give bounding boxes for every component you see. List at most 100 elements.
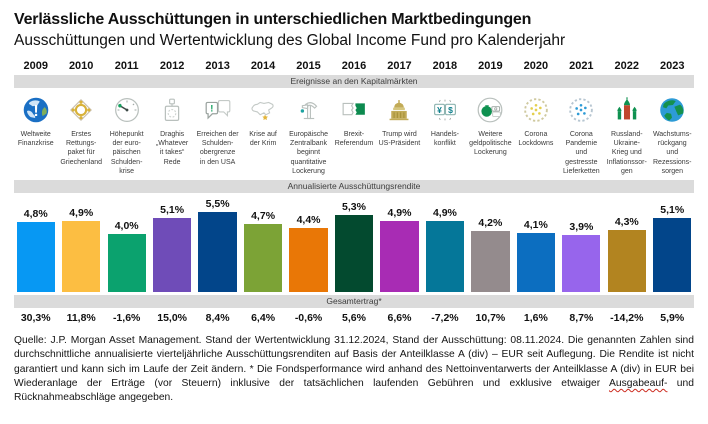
event-caption: Russland- Ukraine- Krieg und Inflationss… <box>606 131 647 175</box>
total-return-value: -14,2% <box>610 312 644 324</box>
page-subtitle: Ausschüttungen und Wertentwicklung des G… <box>14 32 566 49</box>
total-return-value: 6,6% <box>387 312 412 324</box>
years-row: 2009 2010 2011 2012 2013 2014 2015 2016 2017 2018… <box>14 60 694 72</box>
bar-column: 5,3% <box>332 194 375 292</box>
event-caption: Brexit- Referendum <box>334 131 374 148</box>
year-label: 2020 <box>523 60 549 72</box>
svg-text:!: ! <box>33 102 38 120</box>
recession-globe-icon <box>651 92 694 128</box>
bar-column: 4,2% <box>469 194 512 292</box>
event-caption: Europäische Zentralbank beginnt quantita… <box>289 131 328 175</box>
svg-text:¥: ¥ <box>437 105 442 115</box>
year-label: 2015 <box>296 60 321 72</box>
bar-column: 3,9% <box>560 194 603 292</box>
total-return-value: 8,7% <box>569 312 594 324</box>
yield-value-label: 5,5% <box>205 198 230 210</box>
yield-bar <box>243 224 283 292</box>
bar-column: 4,7% <box>241 194 284 292</box>
corona-virus-blue-icon <box>560 92 603 128</box>
yield-bar <box>516 233 555 292</box>
total-return-value: 8,4% <box>205 312 230 324</box>
crimea-map-icon <box>241 92 284 128</box>
greece-rescue-package-icon <box>59 92 102 128</box>
yield-bar <box>198 212 237 292</box>
year-label: 2022 <box>614 60 640 72</box>
year-label: 2017 <box>387 60 412 72</box>
bar-column: 4,8% <box>14 194 57 292</box>
event-caption: Erstes Rettungs- paket für Griechenland <box>60 131 102 166</box>
bar-column: 4,9% <box>59 194 102 292</box>
brexit-flag-icon <box>332 92 375 128</box>
event-caption: Trump wird US-Präsident <box>378 131 421 148</box>
events-band-header: Ereignisse an den Kapitalmärkten <box>14 75 694 88</box>
year-label: 2016 <box>341 60 367 72</box>
event-caption: Weltweite Finanzkrise <box>17 131 54 148</box>
bar-column: 5,5% <box>196 194 239 292</box>
yield-bar <box>16 222 55 292</box>
yield-value-label: 3,9% <box>569 221 594 233</box>
year-label: 2010 <box>68 60 94 72</box>
event-captions-row: Weltweite Finanzkrise Erstes Rettungs- pa… <box>14 130 694 177</box>
yield-value-label: 4,8% <box>23 208 48 220</box>
total-return-value: 5,6% <box>342 312 366 324</box>
global-financial-crisis-icon: ! <box>14 92 57 128</box>
event-caption: Weitere geldpolitische Lockerung <box>469 131 512 157</box>
yield-value-label: 5,3% <box>342 201 366 213</box>
yield-bar <box>107 234 146 292</box>
monetary-easing-money-bag-icon <box>469 92 512 128</box>
total-return-value: 6,4% <box>251 312 276 324</box>
bar-column: 4,0% <box>105 194 148 292</box>
year-label: 2023 <box>660 60 685 72</box>
event-caption: Erreichen der Schulden- obergrenze in de… <box>196 131 239 166</box>
bar-column: 4,3% <box>605 194 648 292</box>
total-return-value: 1,6% <box>523 312 548 324</box>
yield-bar <box>153 218 192 292</box>
event-caption: Draghis „Whatever it takes“ Rede <box>155 131 189 166</box>
event-caption: Handels- konflikt <box>430 131 459 148</box>
infographic: Verlässliche Ausschüttungen in unterschi… <box>14 11 694 403</box>
bar-column: 4,1% <box>514 194 557 292</box>
event-caption: Corona Lockdowns <box>518 131 554 148</box>
bar-column: 5,1% <box>150 194 193 292</box>
yield-value-label: 4,4% <box>296 214 321 226</box>
svg-text:!: ! <box>210 104 213 115</box>
year-label: 2018 <box>432 60 458 72</box>
footnote-text-before: Quelle: J.P. Morgan Asset Management. St… <box>14 335 694 389</box>
euro-debt-crisis-gauge-icon <box>105 92 148 128</box>
total-return-value: -1,6% <box>112 312 141 324</box>
year-label: 2014 <box>250 60 276 72</box>
us-capitol-icon <box>378 92 421 128</box>
yield-band-header: Annualisierte Ausschüttungsrendite <box>14 180 694 193</box>
event-icons-row: !! ¥ $ <box>14 92 694 128</box>
bar-column: 4,9% <box>378 194 421 292</box>
yield-bar <box>471 231 510 292</box>
total-return-value: 5,9% <box>660 312 685 324</box>
svg-text:$: $ <box>448 105 453 115</box>
yield-value-label: 4,7% <box>251 210 276 222</box>
yield-bar <box>380 221 419 292</box>
yield-value-label: 4,2% <box>478 217 503 229</box>
yield-bar <box>62 221 101 292</box>
bar-column: 5,1% <box>651 194 694 292</box>
event-caption: Höhepunkt der euro- päischen Schulden- k… <box>109 131 144 175</box>
yield-bar <box>289 228 328 292</box>
yield-value-label: 4,9% <box>432 207 457 219</box>
yield-value-label: 5,1% <box>160 204 185 216</box>
total-return-value: -0,6% <box>294 312 323 324</box>
yield-bar <box>607 230 646 292</box>
total-return-value: -7,2% <box>431 312 459 324</box>
total-return-band-header: Gesamtertrag* <box>14 295 694 308</box>
event-caption: Wachstums- rückgang und Rezessions- sorg… <box>652 131 692 175</box>
year-label: 2019 <box>478 60 503 72</box>
year-label: 2011 <box>114 60 139 72</box>
yield-bar <box>334 215 374 292</box>
total-return-value: 10,7% <box>475 312 506 324</box>
bar-column: 4,4% <box>287 194 330 292</box>
year-label: 2021 <box>569 60 594 72</box>
draghi-speech-podium-icon <box>150 92 193 128</box>
yield-value-label: 4,0% <box>114 220 139 232</box>
year-label: 2013 <box>205 60 230 72</box>
event-caption: Corona Pandemie und gestresste Lieferket… <box>563 131 600 175</box>
yield-value-label: 4,9% <box>387 207 412 219</box>
yield-bar <box>653 218 692 292</box>
